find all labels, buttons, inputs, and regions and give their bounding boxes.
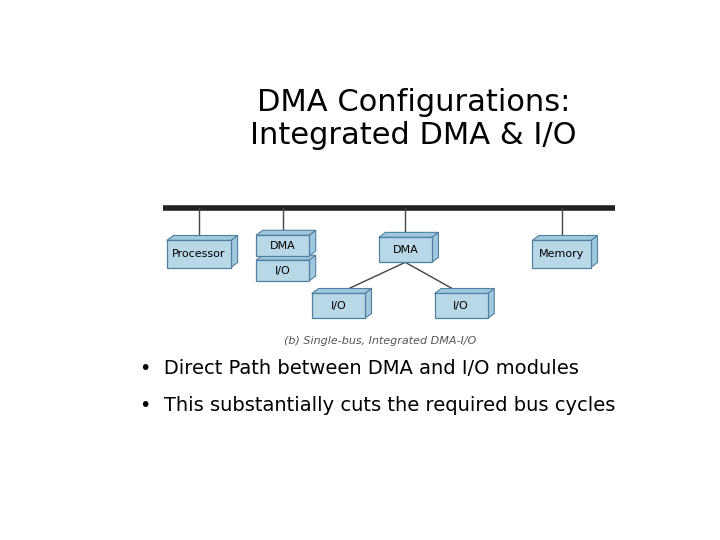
FancyBboxPatch shape xyxy=(312,294,365,319)
Polygon shape xyxy=(167,235,238,240)
FancyBboxPatch shape xyxy=(532,240,591,267)
Polygon shape xyxy=(379,232,438,238)
Polygon shape xyxy=(591,235,598,267)
Text: I/O: I/O xyxy=(453,301,469,311)
Text: Integrated DMA & I/O: Integrated DMA & I/O xyxy=(251,121,577,150)
Text: DMA: DMA xyxy=(269,241,295,251)
Text: I/O: I/O xyxy=(274,266,290,275)
Polygon shape xyxy=(487,288,494,319)
Text: (b) Single-bus, Integrated DMA-I/O: (b) Single-bus, Integrated DMA-I/O xyxy=(284,336,477,346)
Polygon shape xyxy=(532,235,598,240)
Polygon shape xyxy=(309,230,315,256)
Polygon shape xyxy=(435,288,494,294)
Text: Memory: Memory xyxy=(539,249,584,259)
FancyBboxPatch shape xyxy=(167,240,231,267)
Text: DMA Configurations:: DMA Configurations: xyxy=(257,87,570,117)
FancyBboxPatch shape xyxy=(256,235,309,256)
Text: DMA: DMA xyxy=(392,245,418,255)
Text: Processor: Processor xyxy=(172,249,225,259)
Polygon shape xyxy=(432,232,438,262)
FancyBboxPatch shape xyxy=(379,238,432,262)
Text: •  Direct Path between DMA and I/O modules: • Direct Path between DMA and I/O module… xyxy=(140,359,579,378)
FancyBboxPatch shape xyxy=(256,260,309,281)
Polygon shape xyxy=(231,235,238,267)
Text: •  This substantially cuts the required bus cycles: • This substantially cuts the required b… xyxy=(140,396,616,415)
Text: I/O: I/O xyxy=(330,301,346,311)
Polygon shape xyxy=(256,230,315,235)
FancyBboxPatch shape xyxy=(435,294,487,319)
Polygon shape xyxy=(309,255,315,281)
Polygon shape xyxy=(365,288,372,319)
Polygon shape xyxy=(312,288,372,294)
Polygon shape xyxy=(256,255,315,260)
